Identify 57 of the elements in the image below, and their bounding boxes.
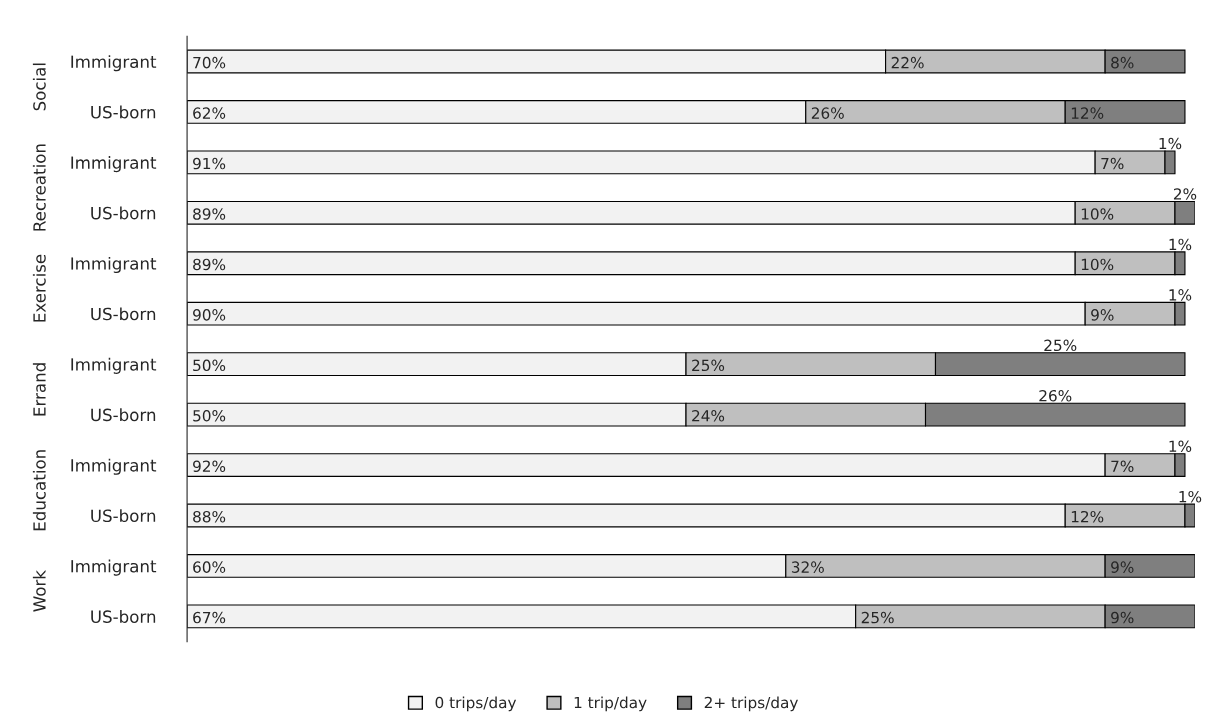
data-label: 9% [1111, 561, 1134, 573]
data-label: 50% [193, 359, 226, 372]
data-label: 10% [1081, 258, 1114, 271]
data-label: 62% [193, 107, 226, 119]
data-label: 10% [1081, 208, 1114, 220]
y-tick-label: Immigrant [71, 458, 157, 475]
y-tick-label: Immigrant [71, 55, 157, 72]
data-label: 1% [1169, 440, 1192, 453]
data-label: 7% [1101, 157, 1124, 170]
data-label: 1% [1179, 490, 1202, 503]
y-tick-label: Immigrant [71, 256, 157, 274]
data-label: 24% [692, 410, 725, 422]
data-label: 1% [1159, 137, 1182, 150]
data-label: 32% [791, 561, 824, 573]
data-label: 67% [193, 611, 226, 624]
y-tick-label: Immigrant [71, 156, 157, 173]
data-label: 9% [1091, 309, 1114, 321]
y-tick-label: Immigrant [71, 357, 157, 374]
data-label: 22% [891, 56, 924, 69]
data-label: 50% [193, 410, 226, 422]
data-label: 92% [193, 460, 226, 473]
legend-label: 1 trip/day [574, 696, 647, 712]
data-label: 1% [1169, 238, 1192, 251]
data-label: 12% [1071, 510, 1104, 523]
text: Social [32, 63, 46, 111]
y-tick-label: US-born [91, 408, 156, 422]
y-tick-label: US-born [91, 307, 156, 321]
data-label: 89% [193, 208, 226, 220]
data-label: 26% [811, 107, 844, 119]
text: Work [32, 570, 46, 612]
data-label: 7% [1111, 460, 1134, 473]
legend-label: 2+ trips/day [704, 696, 798, 712]
data-label: 89% [193, 258, 226, 271]
y-tick-label: US-born [91, 105, 156, 119]
data-label: 60% [193, 561, 226, 573]
data-label: 12% [1071, 107, 1104, 119]
text: Recreation [32, 144, 46, 231]
data-label: 2% [1173, 188, 1197, 200]
y-tick-label: US-born [91, 509, 156, 523]
text: Education [32, 450, 46, 531]
y-tick-label: US-born [91, 610, 156, 623]
data-label: 25% [692, 359, 725, 372]
data-label: 88% [193, 510, 226, 523]
data-label: 1% [1169, 289, 1192, 301]
data-label: 9% [1111, 611, 1134, 624]
y-tick-label: Immigrant [71, 559, 157, 576]
data-label: 26% [1039, 390, 1072, 402]
text: Errand [32, 363, 46, 416]
data-label: 91% [193, 157, 226, 170]
data-label: 25% [861, 611, 894, 624]
y-tick-label: US-born [91, 206, 156, 220]
data-label: 90% [193, 309, 226, 321]
data-label: 8% [1111, 56, 1134, 69]
data-label: 70% [193, 56, 226, 69]
legend-label: 0 trips/day [435, 696, 517, 712]
data-label: 25% [1044, 339, 1077, 352]
text: Exercise [32, 254, 46, 322]
